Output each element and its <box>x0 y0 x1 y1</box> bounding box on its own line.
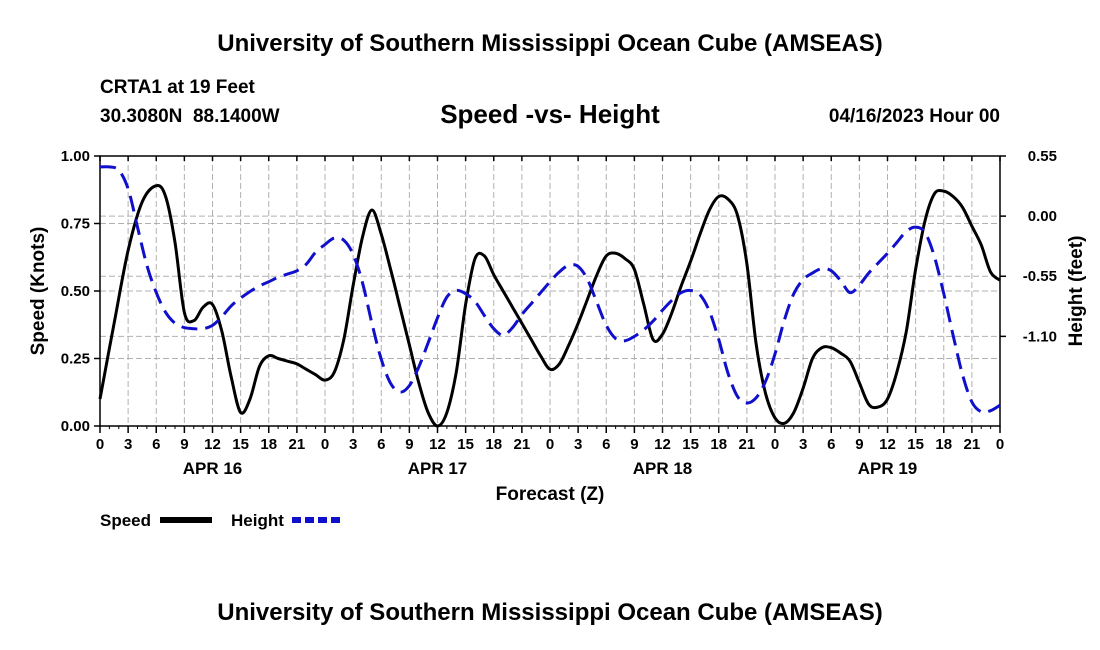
x-tick-label: 15 <box>232 436 249 453</box>
x-tick-label: 15 <box>682 436 699 453</box>
series-line-height <box>99 165 1001 414</box>
day-label: APR 16 <box>183 459 243 478</box>
x-tick-label: 18 <box>260 436 277 453</box>
day-label: APR 19 <box>858 459 918 478</box>
x-tick-label: 12 <box>879 436 896 453</box>
x-tick-label: 3 <box>799 436 807 453</box>
x-tick-label: 15 <box>907 436 924 453</box>
page-title: University of Southern Mississippi Ocean… <box>217 30 883 57</box>
y2-tick-label: 0.55 <box>1028 148 1057 165</box>
x-axis-label: Forecast (Z) <box>496 484 605 505</box>
forecast-date-label: 04/16/2023 Hour 00 <box>828 106 1000 127</box>
day-label: APR 18 <box>633 459 693 478</box>
x-tick-label: 9 <box>180 436 188 453</box>
footer-title: University of Southern Mississippi Ocean… <box>217 599 883 626</box>
legend-label-height: Height <box>231 511 284 530</box>
x-tick-label: 6 <box>152 436 160 453</box>
x-tick-label: 12 <box>654 436 671 453</box>
x-tick-label: 18 <box>935 436 952 453</box>
y-tick-label: 0.25 <box>61 351 90 368</box>
x-tick-label: 3 <box>124 436 132 453</box>
y2-tick-label: -0.55 <box>1023 268 1057 285</box>
x-tick-label: 6 <box>377 436 385 453</box>
x-tick-label: 6 <box>827 436 835 453</box>
x-tick-label: 12 <box>429 436 446 453</box>
day-label: APR 17 <box>408 459 468 478</box>
y2-axis-label: Height (feet) <box>1066 236 1087 347</box>
x-tick-label: 0 <box>771 436 779 453</box>
x-tick-label: 12 <box>204 436 221 453</box>
x-tick-label: 21 <box>739 436 756 453</box>
x-tick-label: 0 <box>321 436 329 453</box>
x-tick-label: 18 <box>485 436 502 453</box>
y-tick-label: 0.50 <box>61 283 90 300</box>
x-tick-label: 21 <box>289 436 306 453</box>
y-tick-label: 0.75 <box>61 216 90 233</box>
chart-title: Speed -vs- Height <box>440 99 660 129</box>
y-tick-label: 0.00 <box>61 418 90 435</box>
x-tick-label: 15 <box>457 436 474 453</box>
x-tick-label: 3 <box>574 436 582 453</box>
x-tick-label: 9 <box>855 436 863 453</box>
y-tick-label: 1.00 <box>61 148 90 165</box>
x-tick-label: 6 <box>602 436 610 453</box>
legend-label-speed: Speed <box>100 511 151 530</box>
x-tick-label: 0 <box>546 436 554 453</box>
y2-tick-label: 0.00 <box>1028 208 1057 225</box>
series-line-speed <box>98 184 1001 428</box>
coordinates-label: 30.3080N 88.1400W <box>100 106 280 127</box>
x-tick-label: 18 <box>710 436 727 453</box>
x-tick-label: 3 <box>349 436 357 453</box>
x-tick-label: 9 <box>630 436 638 453</box>
x-tick-label: 0 <box>96 436 104 453</box>
x-tick-label: 21 <box>514 436 531 453</box>
x-tick-label: 0 <box>996 436 1004 453</box>
y-axis-label: Speed (Knots) <box>28 227 49 356</box>
x-tick-label: 21 <box>964 436 981 453</box>
x-tick-label: 9 <box>405 436 413 453</box>
station-label: CRTA1 at 19 Feet <box>100 77 255 98</box>
y2-tick-label: -1.10 <box>1023 328 1057 345</box>
